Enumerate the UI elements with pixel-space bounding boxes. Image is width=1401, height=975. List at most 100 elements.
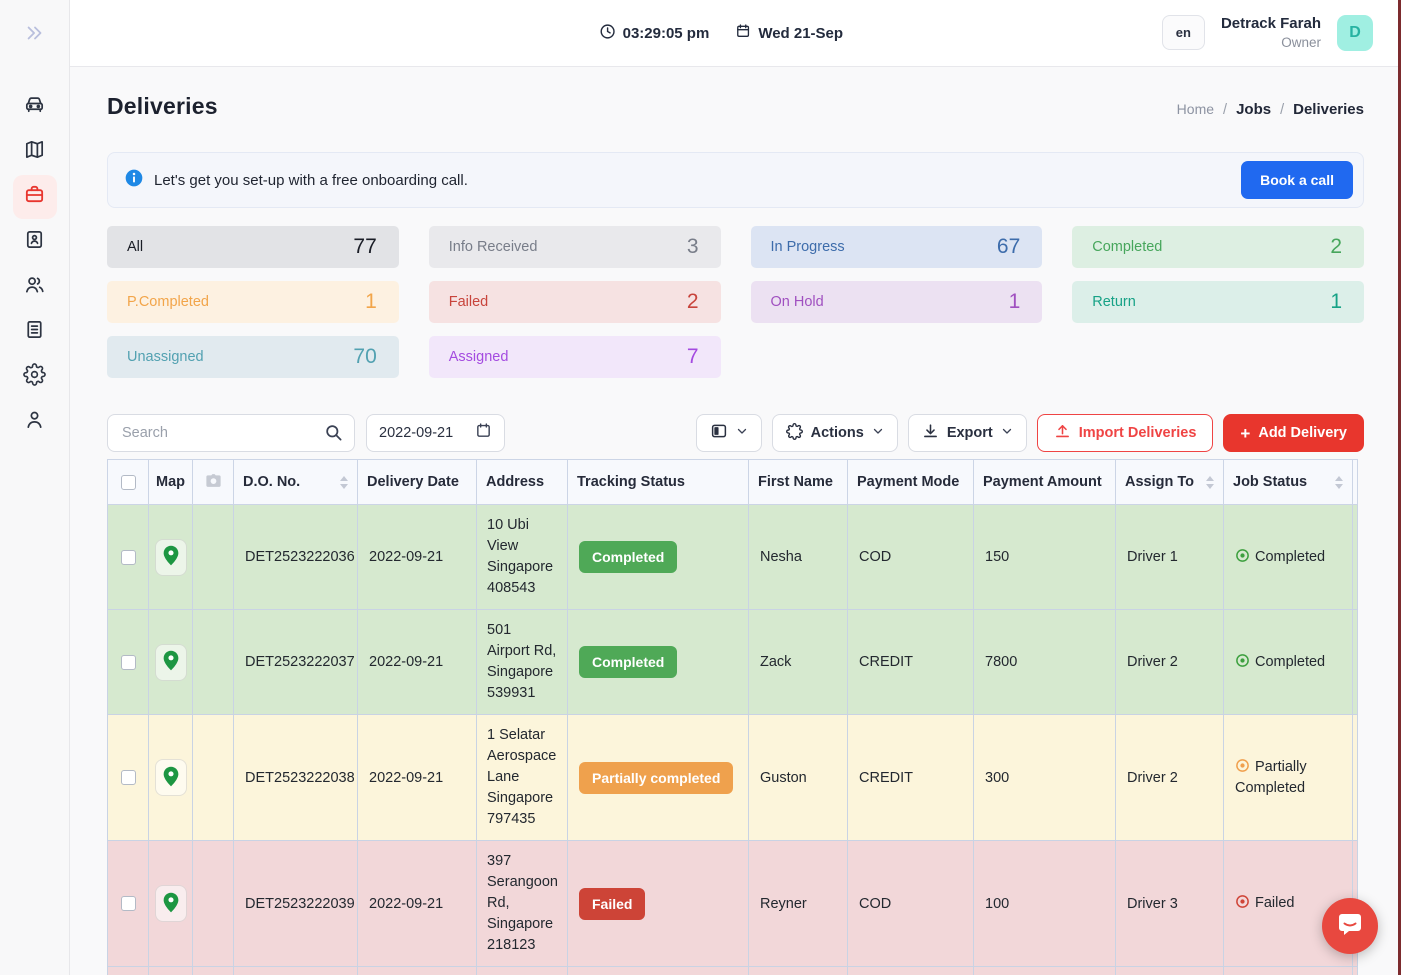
status-card-p-completed[interactable]: P.Completed 1	[107, 281, 399, 323]
add-label: Add Delivery	[1258, 425, 1347, 441]
row-select-cell	[107, 609, 149, 715]
gear-icon	[23, 363, 46, 391]
row-payment-amount: 300	[973, 714, 1116, 841]
add-delivery-button[interactable]: + Add Delivery	[1223, 414, 1364, 452]
briefcase-icon	[23, 183, 46, 211]
row-job-status: Partially Completed	[1223, 714, 1353, 841]
search-icon[interactable]	[324, 423, 343, 447]
status-card-assigned[interactable]: Assigned 7	[428, 336, 721, 378]
breadcrumb-jobs[interactable]: Jobs	[1236, 101, 1272, 118]
header-first-name: First Name	[748, 459, 848, 505]
onboarding-banner: Let's get you set-up with a free onboard…	[107, 152, 1364, 208]
status-card-label: On Hold	[770, 294, 824, 310]
status-card-label: Return	[1092, 294, 1136, 310]
sort-icon[interactable]	[1335, 475, 1343, 489]
row-checkbox[interactable]	[120, 770, 136, 786]
person-icon	[23, 408, 46, 436]
status-card-count: 3	[686, 235, 699, 258]
calendar-picker-icon[interactable]	[475, 422, 492, 444]
language-button[interactable]: en	[1161, 15, 1205, 51]
tracking-status-badge: Completed	[579, 541, 678, 573]
status-card-return[interactable]: Return 1	[1072, 281, 1364, 323]
sidebar-item-document[interactable]	[13, 310, 57, 354]
columns-button[interactable]	[695, 414, 762, 452]
map-pin-button[interactable]	[154, 885, 187, 922]
column-label: Job Status	[1233, 474, 1308, 490]
header-spacer-column	[1352, 459, 1358, 505]
row-checkbox[interactable]	[120, 549, 136, 565]
breadcrumb-home[interactable]: Home	[1176, 101, 1215, 117]
topbar: 03:29:05 pm Wed 21-Sep en Detrack Farah …	[70, 0, 1401, 67]
page-title: Deliveries	[107, 93, 218, 119]
row-assign-to: Driver 3	[1115, 840, 1224, 967]
table-row: DET2523222039 2022-09-21 397 Serangoon Rd,…	[107, 840, 1358, 967]
date-filter[interactable]	[366, 414, 505, 452]
sidebar-expand-icon[interactable]	[24, 22, 46, 49]
row-job-status	[1223, 966, 1353, 975]
user-name: Detrack Farah	[1220, 15, 1321, 33]
sidebar-item-car[interactable]	[13, 85, 57, 129]
header-tracking-status: Tracking Status	[567, 459, 749, 505]
user-block: Detrack Farah Owner	[1221, 14, 1321, 51]
main-content: Deliveries Home / Jobs / Deliveries Let's ge…	[70, 67, 1401, 975]
chat-support-button[interactable]	[1322, 898, 1378, 954]
status-card-count: 2	[686, 290, 699, 313]
header-payment-amount: Payment Amount	[973, 459, 1116, 505]
row-map-cell	[148, 609, 193, 715]
row-tracking-status: Completed	[567, 504, 749, 610]
column-label: Map	[156, 474, 185, 490]
status-card-label: Unassigned	[127, 349, 204, 365]
row-tracking-status: Completed	[567, 609, 749, 715]
export-button[interactable]: Export	[907, 414, 1027, 452]
status-card-label: Completed	[1092, 239, 1163, 255]
status-card-failed[interactable]: Failed 2	[428, 281, 721, 323]
map-pin-button[interactable]	[154, 759, 187, 796]
sidebar-item-address-book[interactable]	[13, 220, 57, 264]
search-input[interactable]	[107, 414, 355, 452]
avatar[interactable]: D	[1337, 14, 1373, 51]
actions-button[interactable]: Actions	[771, 414, 898, 452]
row-spacer-cell	[1352, 714, 1358, 841]
sidebar-item-users[interactable]	[13, 265, 57, 309]
row-payment-mode: COD	[847, 840, 974, 967]
status-card-info-received[interactable]: Info Received 3	[428, 226, 721, 268]
table-row: DET2523222036 2022-09-21 10 Ubi View Singa…	[107, 504, 1358, 610]
sidebar-item-briefcase[interactable]	[12, 175, 57, 219]
sort-icon[interactable]	[340, 475, 348, 489]
map-pin-button[interactable]	[154, 538, 187, 576]
header-d-o-no[interactable]: D.O. No.	[233, 459, 358, 505]
sidebar-item-gear[interactable]	[13, 355, 57, 399]
header-delivery-date: Delivery Date	[357, 459, 477, 505]
scrollbar[interactable]	[1398, 0, 1401, 975]
book-a-call-button[interactable]: Book a call	[1241, 161, 1353, 199]
status-card-all[interactable]: All 77	[107, 226, 399, 268]
row-job-status: Completed	[1223, 504, 1353, 610]
status-card-label: All	[127, 239, 144, 255]
row-checkbox[interactable]	[120, 896, 136, 912]
sidebar-item-map[interactable]	[13, 130, 57, 174]
sort-icon[interactable]	[1206, 475, 1214, 489]
header-payment-mode: Payment Mode	[847, 459, 974, 505]
select-all-checkbox[interactable]	[120, 474, 136, 490]
status-dot-icon	[1235, 758, 1255, 775]
column-label: Tracking Status	[577, 474, 685, 490]
column-label: D.O. No.	[243, 474, 301, 490]
status-card-on-hold[interactable]: On Hold 1	[750, 281, 1043, 323]
row-checkbox[interactable]	[120, 654, 136, 670]
import-deliveries-button[interactable]: Import Deliveries	[1036, 414, 1214, 452]
row-payment-mode: CREDIT	[847, 609, 974, 715]
clock-date-group: 03:29:05 pm Wed 21-Sep	[599, 23, 843, 44]
date-input[interactable]	[379, 425, 465, 441]
status-card-in-progress[interactable]: In Progress 67	[750, 226, 1043, 268]
row-first-name: Reyner	[748, 840, 848, 967]
sidebar-item-person[interactable]	[13, 400, 57, 444]
row-delivery-date: 2022-09-21	[357, 609, 477, 715]
chat-bubble-icon	[1336, 910, 1364, 943]
map-pin-button[interactable]	[154, 643, 187, 681]
status-card-unassigned[interactable]: Unassigned 70	[107, 336, 399, 378]
header-job-status[interactable]: Job Status	[1223, 459, 1353, 505]
row-camera-cell	[192, 609, 234, 715]
job-status-text: Completed	[1255, 653, 1326, 670]
header-assign-to[interactable]: Assign To	[1115, 459, 1224, 505]
status-card-completed[interactable]: Completed 2	[1072, 226, 1364, 268]
